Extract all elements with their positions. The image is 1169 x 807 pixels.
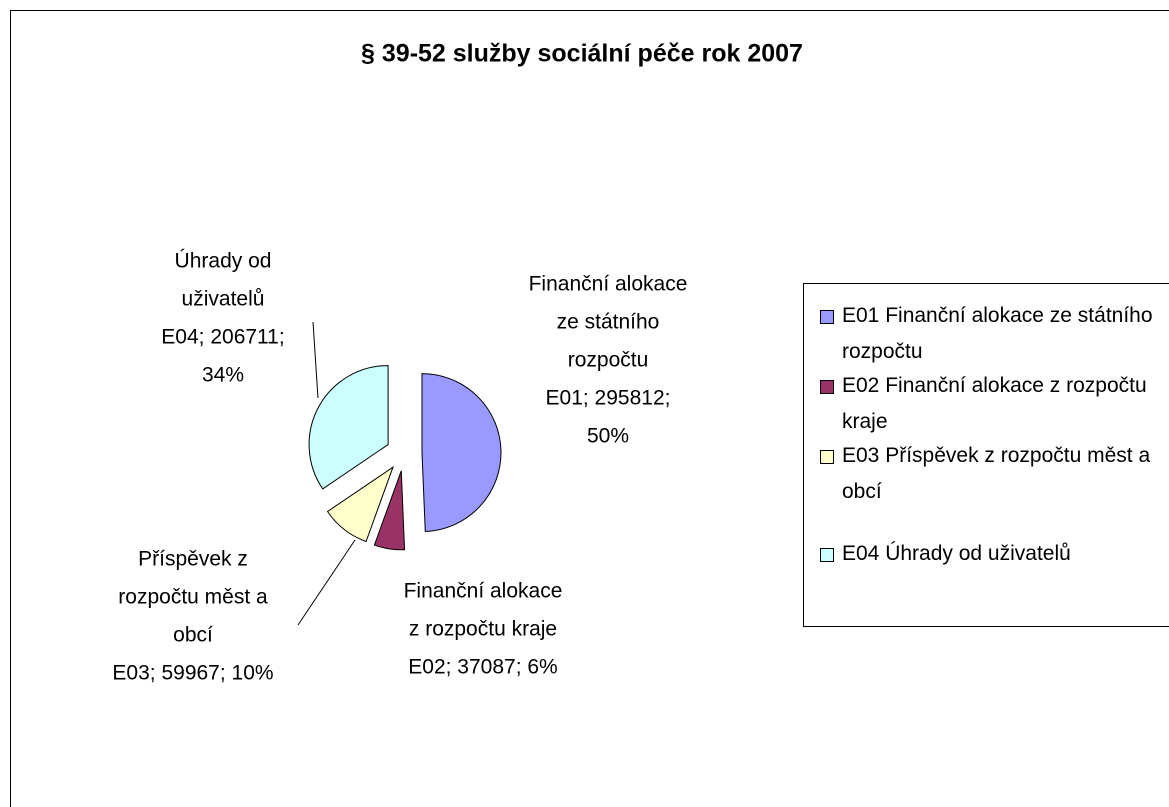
legend-label: E02 Finanční alokace z rozpočtu kraje	[842, 374, 1147, 433]
pie-slice	[326, 465, 394, 543]
legend-item: E03 Příspěvek z rozpočtu měst a obcí	[820, 438, 1160, 510]
legend-swatch	[820, 380, 834, 394]
legend: E01 Finanční alokace ze státního rozpočt…	[803, 283, 1169, 627]
data-label: Úhrady od	[175, 250, 272, 273]
data-label: Finanční alokace	[404, 580, 563, 603]
legend-item: E02 Finanční alokace z rozpočtu kraje	[820, 368, 1160, 440]
pie-slice	[421, 373, 502, 533]
legend-swatch	[820, 548, 834, 562]
data-label: E03; 59967; 10%	[112, 662, 273, 685]
leader-line	[312, 321, 319, 399]
legend-label: E01 Finanční alokace ze státního rozpočt…	[842, 304, 1153, 363]
legend-swatch	[820, 450, 834, 464]
chart-title: § 39-52 služby sociální péče rok 2007	[361, 40, 803, 68]
data-label: 50%	[587, 425, 629, 448]
data-label: Příspěvek z	[138, 548, 248, 571]
data-label: 34%	[202, 364, 244, 387]
data-label: obcí	[173, 624, 213, 647]
legend-swatch	[820, 310, 834, 324]
leader-line	[297, 539, 356, 626]
data-label: E01; 295812;	[546, 387, 671, 410]
data-label: rozpočtu měst a	[118, 586, 268, 609]
data-label: Finanční alokace	[529, 273, 688, 296]
data-label: rozpočtu	[568, 349, 649, 372]
legend-label: E04 Úhrady od uživatelů	[842, 542, 1071, 565]
data-label: ze státního	[557, 311, 660, 334]
legend-item: E01 Finanční alokace ze státního rozpočt…	[820, 298, 1160, 370]
data-label: E02; 37087; 6%	[408, 656, 557, 679]
data-label: E04; 206711;	[161, 326, 284, 349]
pie-slice	[308, 365, 389, 490]
data-label: z rozpočtu kraje	[409, 618, 557, 641]
legend-item: E04 Úhrady od uživatelů	[820, 536, 1160, 572]
pie-slice	[373, 470, 406, 551]
legend-label: E03 Příspěvek z rozpočtu měst a obcí	[842, 444, 1151, 503]
data-label: uživatelů	[182, 288, 265, 311]
